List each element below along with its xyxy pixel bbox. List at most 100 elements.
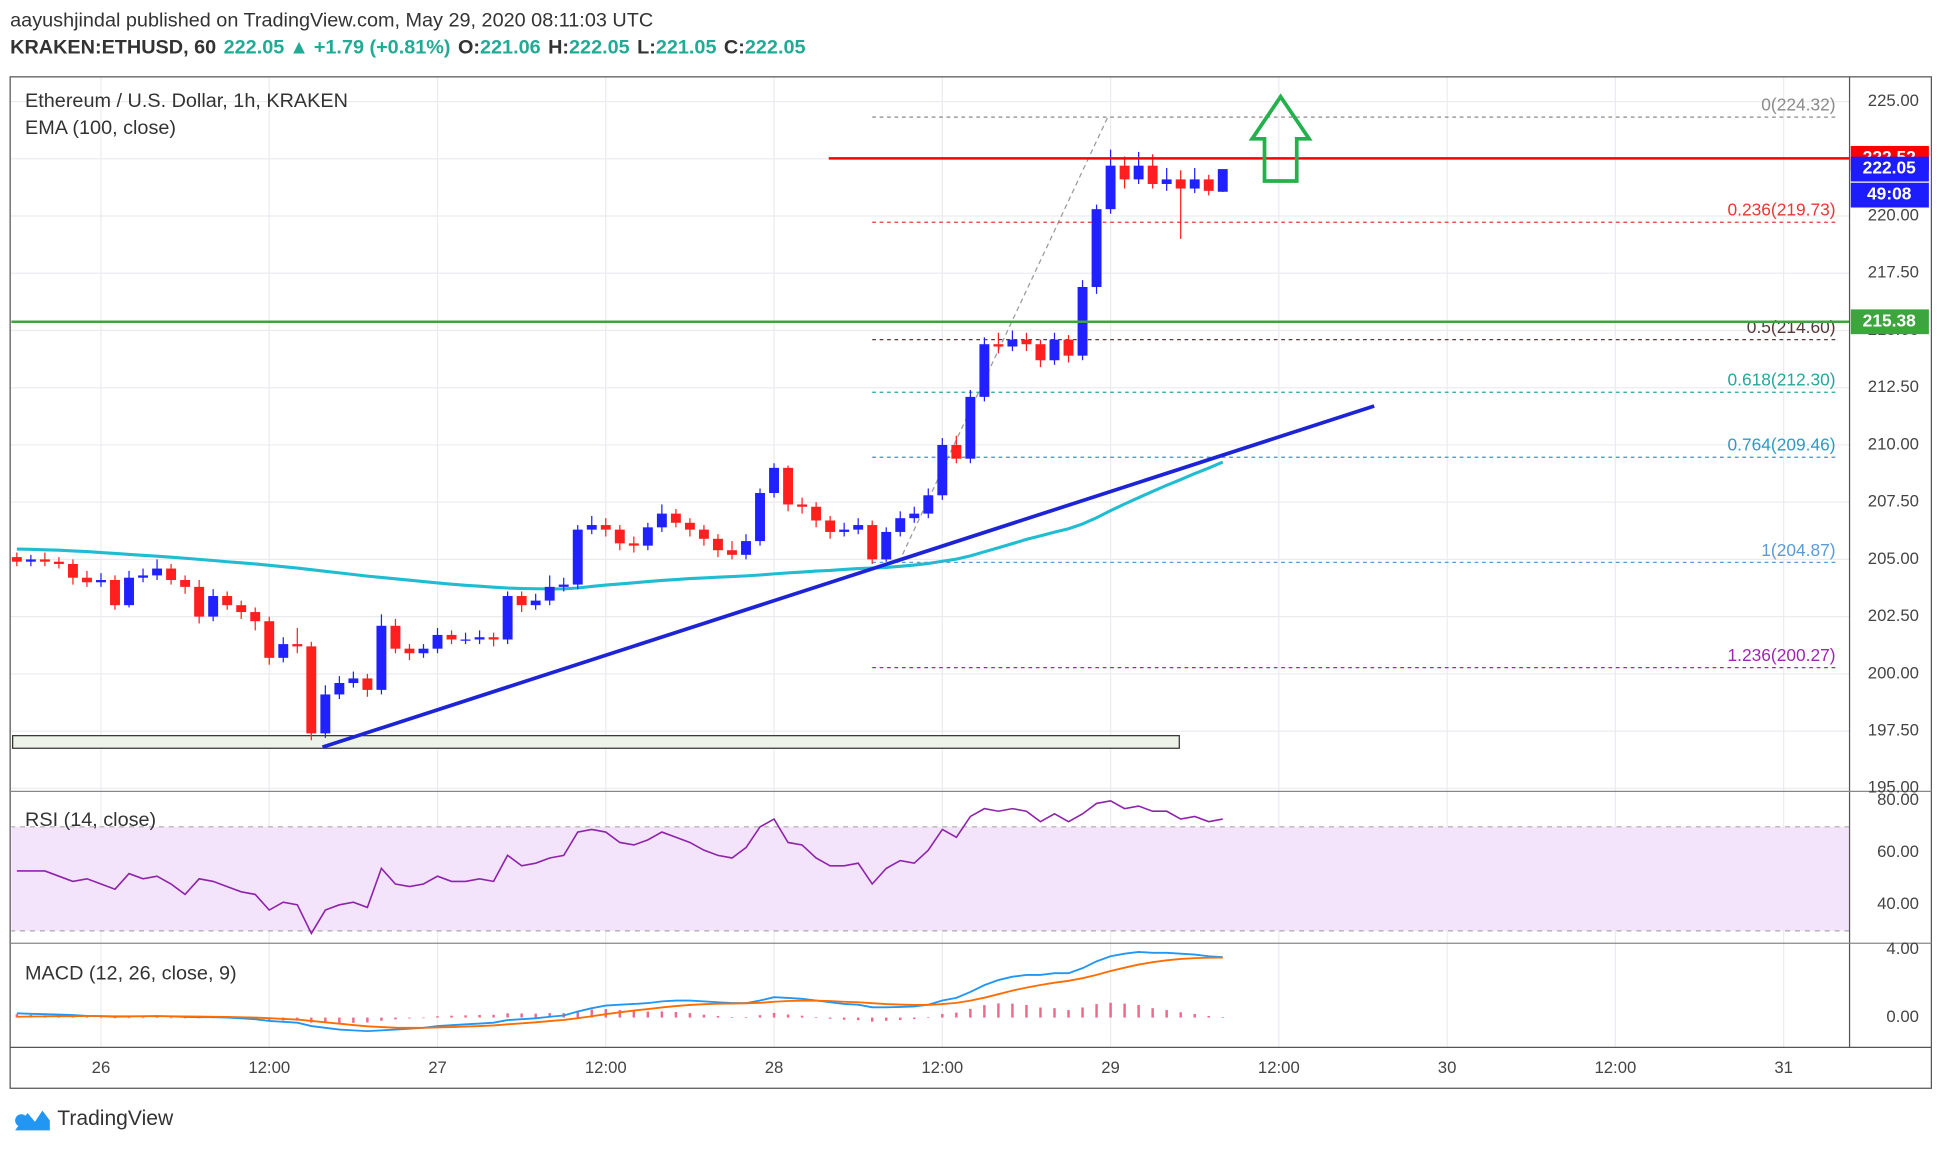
macd-histogram-bar xyxy=(590,1009,593,1018)
candle-body xyxy=(979,344,990,397)
candle-body xyxy=(684,522,695,530)
candle-body xyxy=(502,596,513,640)
candle-body xyxy=(1105,165,1116,210)
candle-body xyxy=(306,646,317,734)
candle-body xyxy=(404,648,415,654)
macd-title: MACD (12, 26, close, 9) xyxy=(25,962,237,984)
candle-body xyxy=(1007,339,1018,347)
symbol-line: KRAKEN:ETHUSD, 60 222.05 ▲ +1.79 (+0.81%) O:… xyxy=(10,37,805,59)
candle-body xyxy=(264,621,275,658)
macd-histogram-bar xyxy=(618,1010,622,1018)
macd-histogram-bar xyxy=(772,1012,776,1018)
candle-body xyxy=(727,550,737,555)
candle-body xyxy=(530,600,541,606)
x-tick-label: 26 xyxy=(92,1058,111,1077)
candle-body xyxy=(1049,339,1060,361)
chart-frame xyxy=(9,76,1932,1089)
macd-histogram-bar xyxy=(856,1017,860,1021)
open-value: 221.06 xyxy=(480,37,541,59)
y-tick-label: 40.00 xyxy=(1877,894,1919,913)
price-pane: 0(224.32) 0.236(219.73) 0.5(214.60) 0.618(2… xyxy=(11,95,1850,749)
macd-histogram-bar xyxy=(870,1017,874,1022)
macd-histogram-bar xyxy=(534,1013,537,1018)
candle-body xyxy=(895,518,906,532)
candle-body xyxy=(1133,165,1144,180)
candle-body xyxy=(390,625,401,649)
candle-body xyxy=(923,495,934,514)
macd-histogram-bar xyxy=(1207,1016,1210,1018)
y-tick-label: 0.00 xyxy=(1886,1007,1919,1026)
macd-histogram-bar xyxy=(884,1017,888,1021)
candle-body xyxy=(488,637,499,640)
x-tick-label: 27 xyxy=(428,1058,447,1077)
high-value: 222.05 xyxy=(569,37,630,59)
change: +1.79 (+0.81%) xyxy=(314,37,451,59)
x-tick-label: 28 xyxy=(765,1058,784,1077)
macd-histogram-bar xyxy=(1039,1007,1042,1018)
x-tick-label: 30 xyxy=(1438,1058,1457,1077)
brand: TradingView xyxy=(57,1107,174,1130)
candle-body xyxy=(909,513,920,519)
candle-body xyxy=(362,678,373,690)
macd-histogram-bar xyxy=(814,1017,818,1019)
candle-body xyxy=(82,577,92,583)
macd-histogram-bar xyxy=(99,1017,103,1019)
candle-body xyxy=(741,541,751,555)
candle-body xyxy=(825,520,836,532)
candle-body xyxy=(783,467,794,505)
rsi-band xyxy=(11,826,1850,931)
countdown: 49:08 xyxy=(1867,184,1912,204)
y-tick-label: 197.50 xyxy=(1868,721,1919,740)
support-tag-label: 215.38 xyxy=(1863,310,1916,330)
candle-body xyxy=(96,579,106,583)
candle-body xyxy=(1161,179,1172,184)
candle-body xyxy=(11,557,22,562)
close-value: 222.05 xyxy=(745,37,806,59)
macd-histogram-bar xyxy=(478,1015,481,1018)
candle-body xyxy=(572,529,583,585)
support-zone xyxy=(12,735,1180,749)
macd-histogram-bar xyxy=(800,1015,804,1018)
candle-body xyxy=(1175,179,1186,189)
macd-histogram-bar xyxy=(744,1017,748,1018)
candle-body xyxy=(1119,165,1130,180)
candle-body xyxy=(474,637,485,640)
candle-body xyxy=(713,538,723,551)
macd-histogram-bar xyxy=(352,1017,355,1023)
rsi-line xyxy=(16,799,1223,936)
ema-line xyxy=(16,460,1224,591)
candle-body xyxy=(1203,179,1214,191)
last-price-tag-label: 222.05 xyxy=(1863,158,1916,178)
symbol: KRAKEN:ETHUSD, 60 xyxy=(10,37,216,59)
y-tick-label: 212.50 xyxy=(1868,377,1919,396)
candle-body xyxy=(614,529,625,544)
macd-histogram-bar xyxy=(1081,1007,1084,1018)
macd-histogram-bar xyxy=(436,1016,439,1018)
macd-histogram-bar xyxy=(899,1017,902,1020)
low-value: 221.05 xyxy=(656,37,717,59)
fib-label: 0(224.32) xyxy=(1761,95,1835,115)
macd-histogram-bar xyxy=(688,1013,692,1018)
candle-body xyxy=(1189,179,1200,189)
close-label: C: xyxy=(724,37,745,59)
y-tick-label: 220.00 xyxy=(1868,205,1919,224)
macd-histogram-bar xyxy=(646,1011,650,1018)
candle-body xyxy=(881,531,892,560)
low-label: L: xyxy=(637,37,656,59)
candle-body xyxy=(698,529,709,539)
y-tick-label: 4.00 xyxy=(1886,939,1919,958)
y-tick-label: 80.00 xyxy=(1877,790,1919,809)
x-tick-label: 12:00 xyxy=(1258,1058,1300,1077)
candle-body xyxy=(236,605,247,613)
macd-histogram-bar xyxy=(955,1012,958,1018)
y-tick-label: 195.00 xyxy=(1868,778,1919,797)
macd-histogram-bar xyxy=(141,1017,145,1019)
candle-body xyxy=(656,513,667,528)
candle-body xyxy=(811,506,822,521)
macd-histogram-bar xyxy=(1179,1012,1182,1018)
macd-histogram-bar xyxy=(155,1017,159,1019)
last-price-tag xyxy=(1850,156,1929,182)
macd-histogram-bar xyxy=(464,1015,467,1018)
trendline xyxy=(321,404,1375,749)
